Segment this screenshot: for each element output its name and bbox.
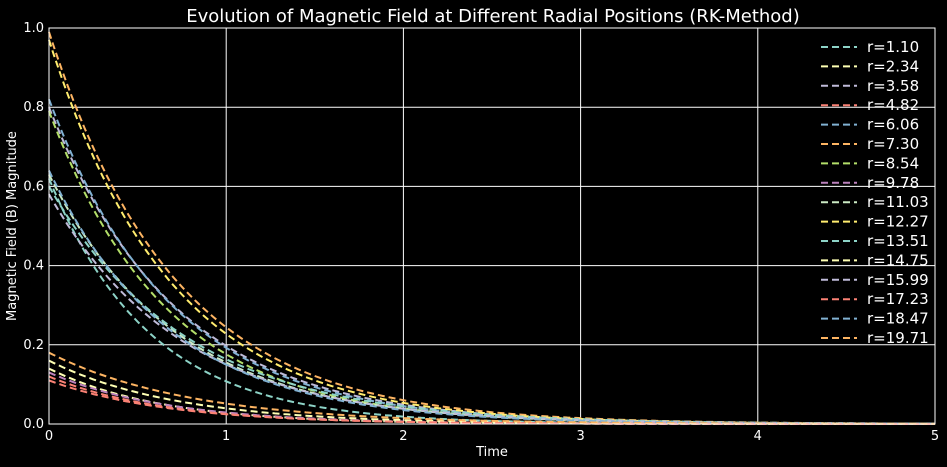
y-tick-label: 0.6 (23, 179, 44, 194)
x-tick-label: 5 (931, 429, 939, 444)
legend-label: r=8.54 (867, 154, 919, 172)
legend-label: r=2.34 (867, 57, 919, 75)
x-tick-label: 1 (222, 429, 230, 444)
x-tick-label: 4 (754, 429, 762, 444)
y-tick-label: 0.4 (23, 259, 44, 274)
legend-label: r=14.75 (867, 251, 929, 269)
y-tick-label: 0.2 (23, 338, 44, 353)
y-tick-label: 0.8 (23, 100, 44, 115)
x-tick-label: 0 (45, 429, 53, 444)
legend-label: r=4.82 (867, 96, 919, 114)
legend-label: r=15.99 (867, 271, 929, 289)
series-line-15 (48, 170, 935, 425)
legend: r=1.10r=2.34 r=3.58r=4.82 r=6.06r=7.30r=8.… (821, 38, 929, 347)
legend-label: r=19.71 (867, 329, 929, 347)
series-line-12 (48, 359, 935, 425)
legend-label: r=7.30 (867, 135, 919, 153)
legend-label: r=1.10 (867, 38, 919, 56)
legend-label: r=11.03 (867, 193, 929, 211)
x-axis-label: Time (475, 445, 508, 460)
legend-label: r=13.51 (867, 232, 929, 250)
y-tick-label: 1.0 (23, 21, 44, 36)
legend-label: r=9.78 (867, 174, 919, 192)
legend-label: r=18.47 (867, 310, 929, 328)
x-tick-label: 3 (576, 429, 584, 444)
legend-label: r=3.58 (867, 77, 919, 95)
legend-label: r=17.23 (867, 290, 929, 308)
legend-label: r=12.27 (867, 213, 929, 231)
chart-title: Evolution of Magnetic Field at Different… (186, 6, 800, 27)
y-tick-label: 0.0 (23, 417, 44, 432)
axes-frame (48, 27, 936, 425)
series-line-16 (48, 351, 935, 425)
y-axis-label: Magnetic Field (B) Magnitude (5, 131, 20, 321)
legend-label: r=6.06 (867, 116, 919, 134)
x-tick-label: 2 (399, 429, 407, 444)
axis-ticks: 0 1 2 3 4 5 0.0 0.2 0.4 0.6 0.8 1.0 (23, 21, 939, 444)
